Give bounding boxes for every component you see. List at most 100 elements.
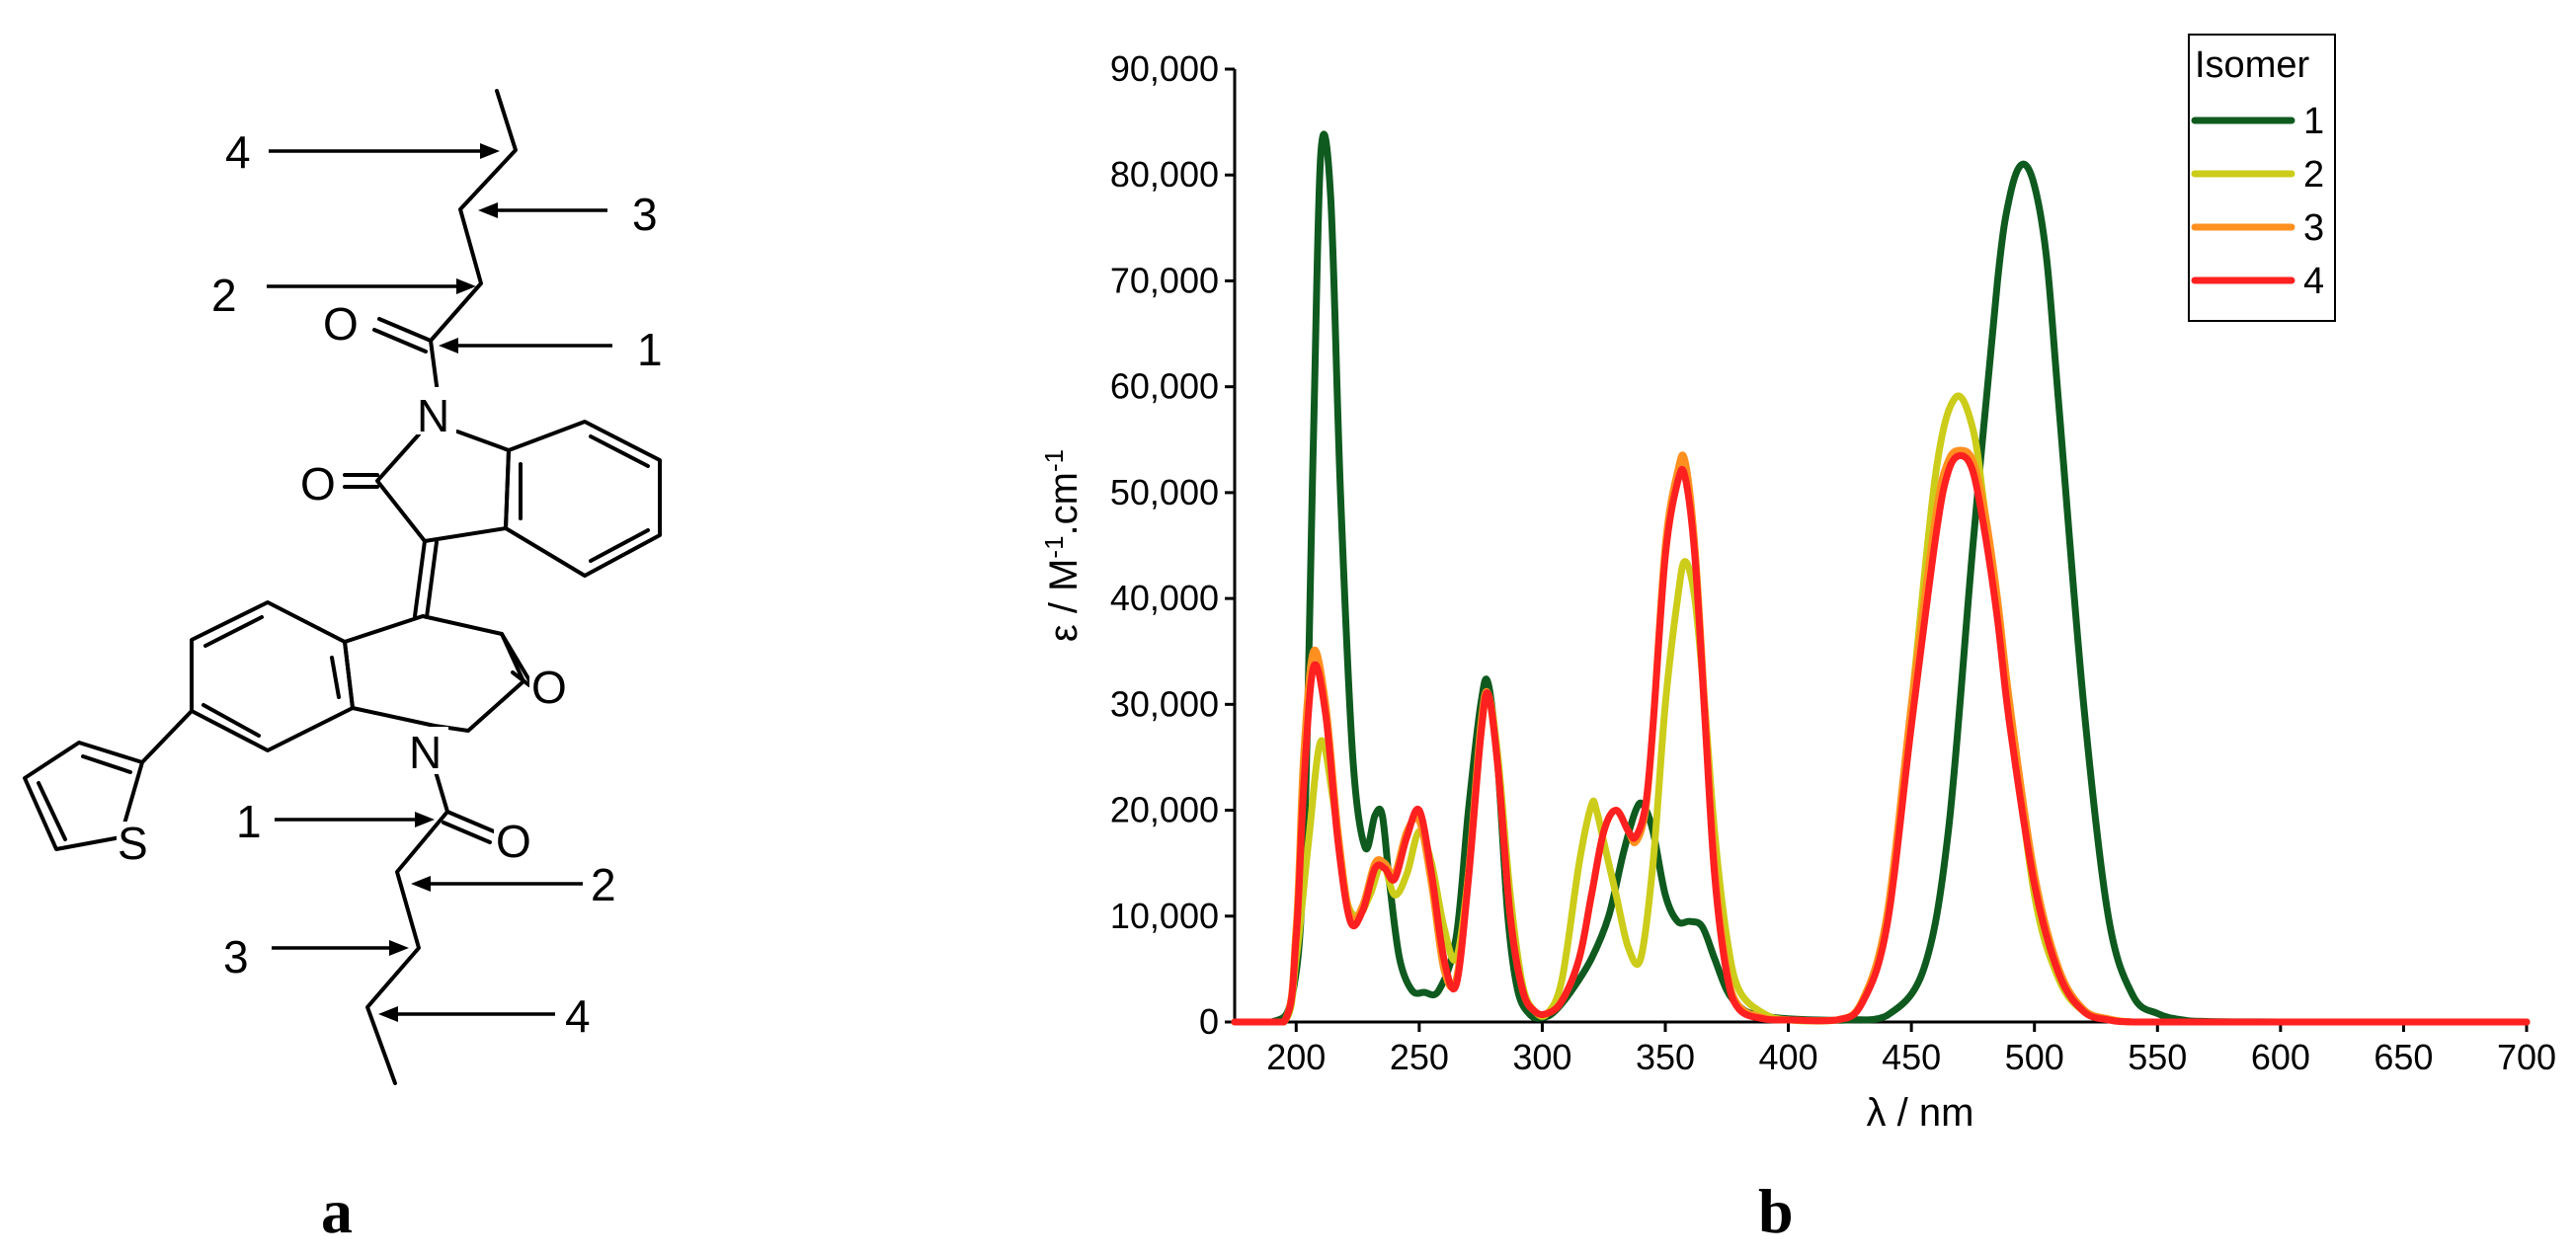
- top-acyl-n-bond: [429, 339, 440, 395]
- atom-o-upper: O: [300, 458, 336, 510]
- chain-label-top-4: 4: [225, 126, 251, 178]
- arrowhead-bottom-4: [378, 1006, 398, 1022]
- x-axis-title: λ / nm: [1867, 1091, 1974, 1135]
- upper-lactam-ring: [375, 430, 511, 543]
- arrowhead-bottom-1: [415, 812, 435, 827]
- x-tick-label: 400: [1759, 1037, 1818, 1077]
- chain-label-bottom-3: 3: [223, 931, 249, 982]
- x-tick-label: 550: [2128, 1037, 2187, 1077]
- atom-n-top: N: [417, 390, 449, 441]
- arrowhead-top-3: [478, 202, 498, 218]
- atom-s: S: [118, 818, 148, 869]
- lower-co-bond-1: [500, 632, 531, 682]
- bottom-carbonyl-bond-1: [445, 810, 496, 833]
- atom-o-top: O: [323, 298, 359, 350]
- o-lower-bg: [529, 660, 573, 707]
- x-tick-label: 450: [1882, 1037, 1941, 1077]
- thiophene-double-1: [81, 754, 132, 774]
- x-tick-label: 300: [1512, 1037, 1571, 1077]
- central-double-bond-1: [413, 539, 427, 618]
- series-line-isomer-4: [1231, 451, 2531, 1026]
- chain-label-top-1: 1: [637, 324, 663, 375]
- chain-annotations: 4 3 2 1 1 2 3 4: [211, 126, 663, 1042]
- x-tick-label: 350: [1636, 1037, 1695, 1077]
- y-axis-title: ε / M-1.cm-1: [1039, 449, 1086, 642]
- y-tick-label: 10,000: [1110, 896, 1219, 936]
- atom-labels: O N O O N O S: [118, 296, 573, 869]
- x-tick-label: 650: [2374, 1037, 2433, 1077]
- legend-label-isomer-2: 2: [2303, 154, 2324, 196]
- y-axis-title-sup1: -1: [1039, 535, 1069, 558]
- lower-co-bond-2: [511, 670, 531, 687]
- lower-lactam-ring: [343, 614, 525, 733]
- x-tick-label: 500: [2005, 1037, 2064, 1077]
- x-tick-label: 250: [1390, 1037, 1449, 1077]
- atom-o-bottom: O: [496, 816, 531, 867]
- arrowhead-top-2: [456, 278, 476, 294]
- chain-label-top-2: 2: [211, 270, 237, 321]
- thienyl-link-bond: [140, 709, 194, 764]
- bottom-carbonyl-bond-2: [442, 821, 492, 844]
- y-axis-title-mid: .cm: [1042, 472, 1086, 535]
- legend-title: Isomer: [2195, 44, 2309, 86]
- arrowhead-top-4: [480, 143, 500, 159]
- x-tick-label: 700: [2497, 1037, 2556, 1077]
- legend-label-isomer-1: 1: [2303, 101, 2324, 142]
- o-bottom-bg: [494, 820, 537, 867]
- chain-label-bottom-2: 2: [591, 859, 616, 910]
- y-axis-title-main: ε / M: [1042, 559, 1086, 643]
- legend-label-isomer-3: 3: [2303, 207, 2324, 249]
- lower-benzene-double-1: [203, 615, 264, 648]
- atom-n-bottom: N: [409, 727, 442, 778]
- y-tick-label: 30,000: [1110, 683, 1219, 724]
- top-carbonyl-bond-2: [372, 328, 428, 354]
- o-top-bg: [321, 296, 364, 344]
- y-axis-title-sup2: -1: [1039, 449, 1069, 472]
- y-tick-label: 40,000: [1110, 578, 1219, 618]
- legend-items: 1 2 3 4: [2191, 101, 2324, 302]
- series-line-isomer-1: [1231, 130, 2531, 1026]
- molecule-structure: [23, 89, 662, 1085]
- panel-label-b: b: [1758, 1176, 1794, 1246]
- atom-o-lower: O: [531, 662, 567, 713]
- bottom-chain-bond: [365, 810, 449, 1085]
- y-ticks: 0 10,000 20,000 30,000 40,000 50,000 60,000 70,…: [1110, 48, 1235, 1042]
- series-lines: [1231, 130, 2531, 1026]
- bottom-acyl-n-bond: [433, 766, 449, 814]
- series-line-isomer-3: [1231, 446, 2531, 1026]
- o-mid-bg: [298, 456, 342, 504]
- upper-benzene-double-1: [589, 434, 650, 468]
- absorption-chart: 0 10,000 20,000 30,000 40,000 50,000 60,000 70,…: [1039, 34, 2556, 1135]
- x-tick-label: 600: [2251, 1037, 2310, 1077]
- x-tick-label: 200: [1266, 1037, 1326, 1077]
- y-tick-label: 50,000: [1110, 472, 1219, 512]
- top-carbonyl-bond-1: [377, 317, 433, 343]
- chain-label-bottom-4: 4: [565, 990, 591, 1042]
- upper-benzene-double-2: [589, 528, 650, 563]
- lower-benzene-double-2: [201, 703, 261, 738]
- upper-benzene-ring: [504, 420, 662, 578]
- legend: Isomer 1 2 3 4: [2188, 34, 2336, 322]
- legend-box: [2188, 34, 2336, 322]
- n-top-bg: [415, 387, 456, 434]
- top-chain-bond: [429, 89, 518, 343]
- chain-label-top-3: 3: [632, 189, 658, 240]
- series-line-isomer-2: [1231, 392, 2531, 1026]
- lower-benzene-double-3: [330, 656, 341, 699]
- thiophene-double-2: [37, 781, 67, 841]
- arrowhead-top-1: [439, 338, 458, 354]
- x-ticks: 200 250 300 350 400 450 500 550 600 650 700: [1266, 1022, 2556, 1077]
- central-double-bond-2: [425, 540, 439, 619]
- arrowhead-bottom-3: [389, 940, 409, 956]
- lower-benzene-ring: [190, 600, 355, 752]
- y-tick-label: 60,000: [1110, 366, 1219, 407]
- chain-label-bottom-1: 1: [236, 796, 262, 847]
- s-atom-bg: [117, 822, 150, 861]
- y-tick-label: 20,000: [1110, 790, 1219, 830]
- panel-label-a: a: [321, 1176, 353, 1246]
- y-tick-label: 90,000: [1110, 48, 1219, 89]
- n-bottom-bg: [407, 727, 448, 774]
- y-tick-label: 0: [1199, 1001, 1219, 1042]
- legend-label-isomer-4: 4: [2303, 261, 2324, 302]
